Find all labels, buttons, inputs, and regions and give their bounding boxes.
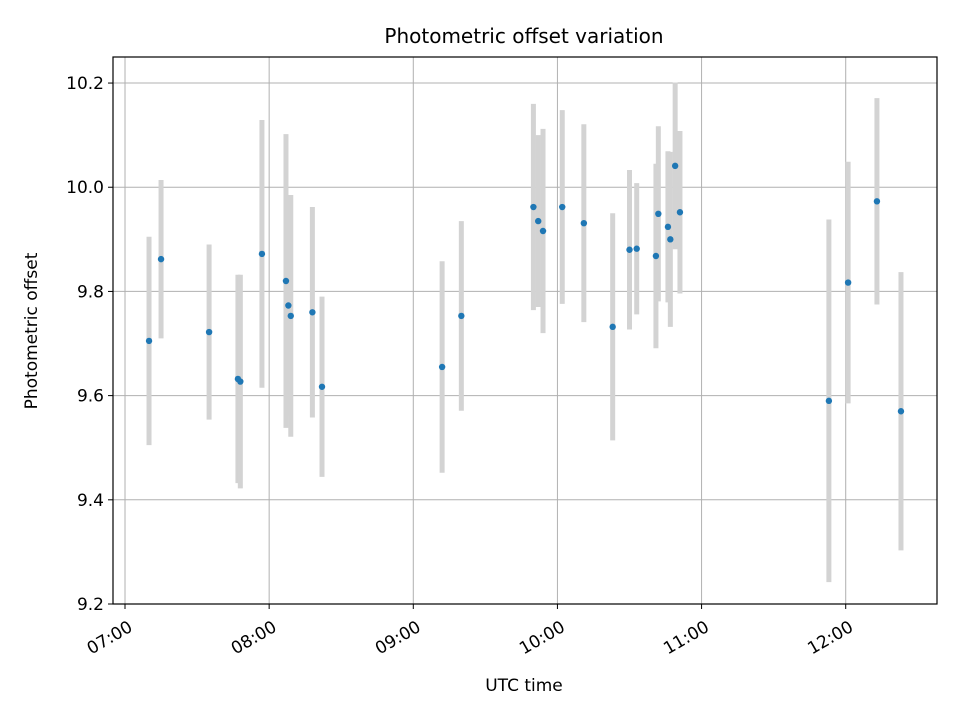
data-point xyxy=(535,217,542,225)
data-point xyxy=(318,383,326,390)
point-layer xyxy=(145,162,905,415)
chart-title: Photometric offset variation xyxy=(384,24,663,48)
data-point xyxy=(157,255,165,263)
data-point xyxy=(676,209,684,216)
data-point xyxy=(609,323,616,331)
data-point xyxy=(667,236,674,243)
data-point xyxy=(559,203,566,211)
y-tick-label: 9.6 xyxy=(77,387,104,407)
data-point xyxy=(844,279,852,286)
data-point xyxy=(458,312,465,320)
data-point xyxy=(145,337,153,345)
y-tick-label: 10.0 xyxy=(66,178,104,198)
x-axis-title: UTC time xyxy=(485,676,563,696)
data-point xyxy=(309,309,316,316)
data-point xyxy=(287,312,294,320)
data-point xyxy=(652,252,660,260)
data-point xyxy=(626,246,633,253)
y-axis-title: Photometric offset xyxy=(22,252,42,409)
data-point xyxy=(205,328,213,336)
y-tick-label: 10.2 xyxy=(66,74,104,94)
y-tick-label: 9.8 xyxy=(77,282,104,302)
data-point xyxy=(438,363,446,371)
data-point xyxy=(655,210,662,218)
data-point xyxy=(285,302,292,309)
data-point xyxy=(530,203,537,211)
plot-frame xyxy=(112,56,938,605)
data-point xyxy=(897,408,905,415)
data-point xyxy=(580,219,588,227)
data-point xyxy=(873,198,881,205)
y-tick-label: 9.4 xyxy=(77,491,104,511)
data-point xyxy=(282,277,290,285)
data-point xyxy=(258,250,266,258)
data-point xyxy=(664,223,672,231)
data-point xyxy=(237,378,244,385)
data-point xyxy=(633,245,640,252)
data-point xyxy=(539,227,547,235)
y-tick-label: 9.2 xyxy=(77,595,104,615)
data-point xyxy=(825,397,833,405)
data-point xyxy=(671,162,679,170)
